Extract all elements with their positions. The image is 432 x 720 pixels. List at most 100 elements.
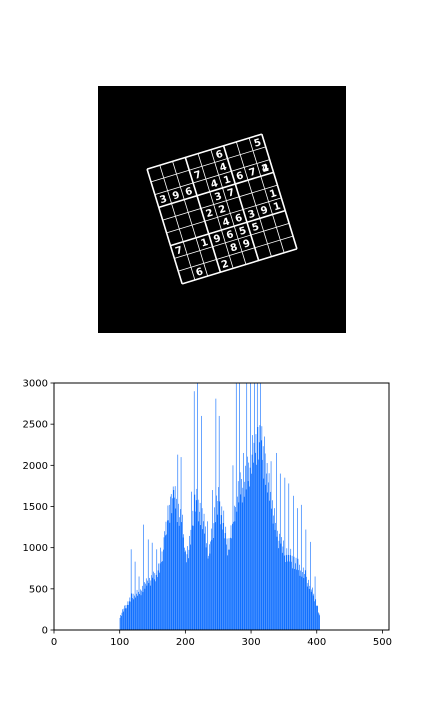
histogram-bar <box>230 525 232 630</box>
histogram-bar <box>130 549 132 630</box>
histogram-bar <box>257 427 259 630</box>
sudoku-digit: 2 <box>261 163 271 176</box>
histogram-bar <box>305 529 307 630</box>
grid-line <box>159 165 196 281</box>
histogram-bar <box>284 477 286 630</box>
histogram-panel: 0 100 200 300 400 500 0 500 1000 1500 2000 2500 300… <box>23 379 392 649</box>
histogram-bar <box>310 591 312 630</box>
grid-line <box>261 133 298 250</box>
histogram-bar <box>166 520 168 630</box>
histogram-bar <box>194 494 196 630</box>
histogram-bar <box>253 442 255 630</box>
histogram-bar <box>252 435 253 630</box>
histogram-bar <box>219 501 221 630</box>
histogram-bar <box>314 601 315 630</box>
histogram-bar <box>270 491 271 630</box>
grid-line <box>210 149 247 265</box>
histogram-bar <box>241 479 242 630</box>
histogram-bar <box>289 555 291 630</box>
grid-line <box>248 137 285 253</box>
grid-line <box>235 141 272 257</box>
grid-line <box>166 197 282 234</box>
histogram-bar <box>229 549 230 630</box>
histogram-bar <box>203 521 204 630</box>
histogram-bar <box>224 533 226 630</box>
histogram-bar <box>302 572 303 630</box>
histogram-bar <box>223 510 225 630</box>
histogram-bar <box>205 547 207 630</box>
histogram-bar <box>157 577 158 630</box>
histogram-bar <box>150 580 152 630</box>
histogram-bar <box>220 524 221 630</box>
histogram-bar <box>144 588 146 630</box>
histogram-bar <box>212 490 213 630</box>
histogram-bar <box>245 465 246 630</box>
histogram-bar <box>156 549 158 630</box>
histogram-bar <box>217 501 219 630</box>
histogram-bar <box>240 494 242 630</box>
histogram-bar <box>126 604 128 630</box>
x-tick-label: 300 <box>242 637 261 648</box>
histogram-bar <box>163 537 165 630</box>
histogram-bar <box>276 536 278 630</box>
grid-line <box>197 153 234 269</box>
histogram-bar <box>246 383 248 630</box>
histogram-bar <box>287 561 288 630</box>
histogram-bar <box>166 534 167 630</box>
histogram-bar <box>122 611 124 630</box>
histogram-bar <box>255 434 257 630</box>
sudoku-digit: 4 <box>221 216 231 229</box>
histogram-bar <box>200 525 202 630</box>
sudoku-digit: 9 <box>259 205 269 218</box>
histogram-bar <box>195 500 197 630</box>
histogram-bar <box>161 551 163 630</box>
histogram-bar <box>216 495 217 630</box>
histogram-bar <box>199 502 201 630</box>
histogram-bar <box>299 564 300 630</box>
sudoku-digit: 3 <box>159 194 169 207</box>
sudoku-digit: 6 <box>184 186 194 199</box>
histogram-bar <box>255 452 256 630</box>
grid-line <box>222 145 260 261</box>
histogram-bar <box>264 453 266 630</box>
histogram-bar <box>182 537 184 630</box>
y-tick-label: 2500 <box>23 420 48 431</box>
grid-line <box>146 133 263 170</box>
histogram-bar <box>165 521 167 630</box>
histogram-bar <box>227 555 228 630</box>
sudoku-digit: 9 <box>171 190 181 203</box>
histogram-bar <box>251 454 253 630</box>
histogram-bar <box>234 521 236 630</box>
histogram-bar <box>178 525 180 630</box>
histogram-bar <box>211 539 213 630</box>
histogram-bar <box>245 489 247 630</box>
histogram-bar <box>175 508 177 630</box>
histogram-bar <box>187 546 188 630</box>
histogram-bar <box>134 595 135 630</box>
histogram-bar <box>170 496 171 630</box>
histogram-bar <box>203 513 205 630</box>
y-tick-label: 1500 <box>23 502 48 513</box>
histogram-bar <box>173 490 175 630</box>
histogram-bar <box>158 563 160 630</box>
histogram-bar <box>228 549 229 630</box>
histogram-bar <box>235 383 237 630</box>
histogram-bar <box>146 585 148 630</box>
histogram-bar <box>260 440 262 630</box>
histogram-bar <box>233 505 235 630</box>
grid-line <box>178 235 294 272</box>
histogram-bar <box>236 511 238 630</box>
histogram-bar <box>254 383 255 630</box>
histogram-bar <box>269 500 271 630</box>
histogram-bar <box>231 538 232 630</box>
histogram-bar <box>130 601 131 630</box>
histogram-bar <box>147 580 148 630</box>
histogram-bar <box>220 515 222 630</box>
histogram-bar <box>213 523 215 630</box>
histogram-bar <box>132 598 133 630</box>
histogram-bar <box>198 521 200 630</box>
histogram-bar <box>281 537 282 630</box>
histogram-bar <box>264 436 265 630</box>
